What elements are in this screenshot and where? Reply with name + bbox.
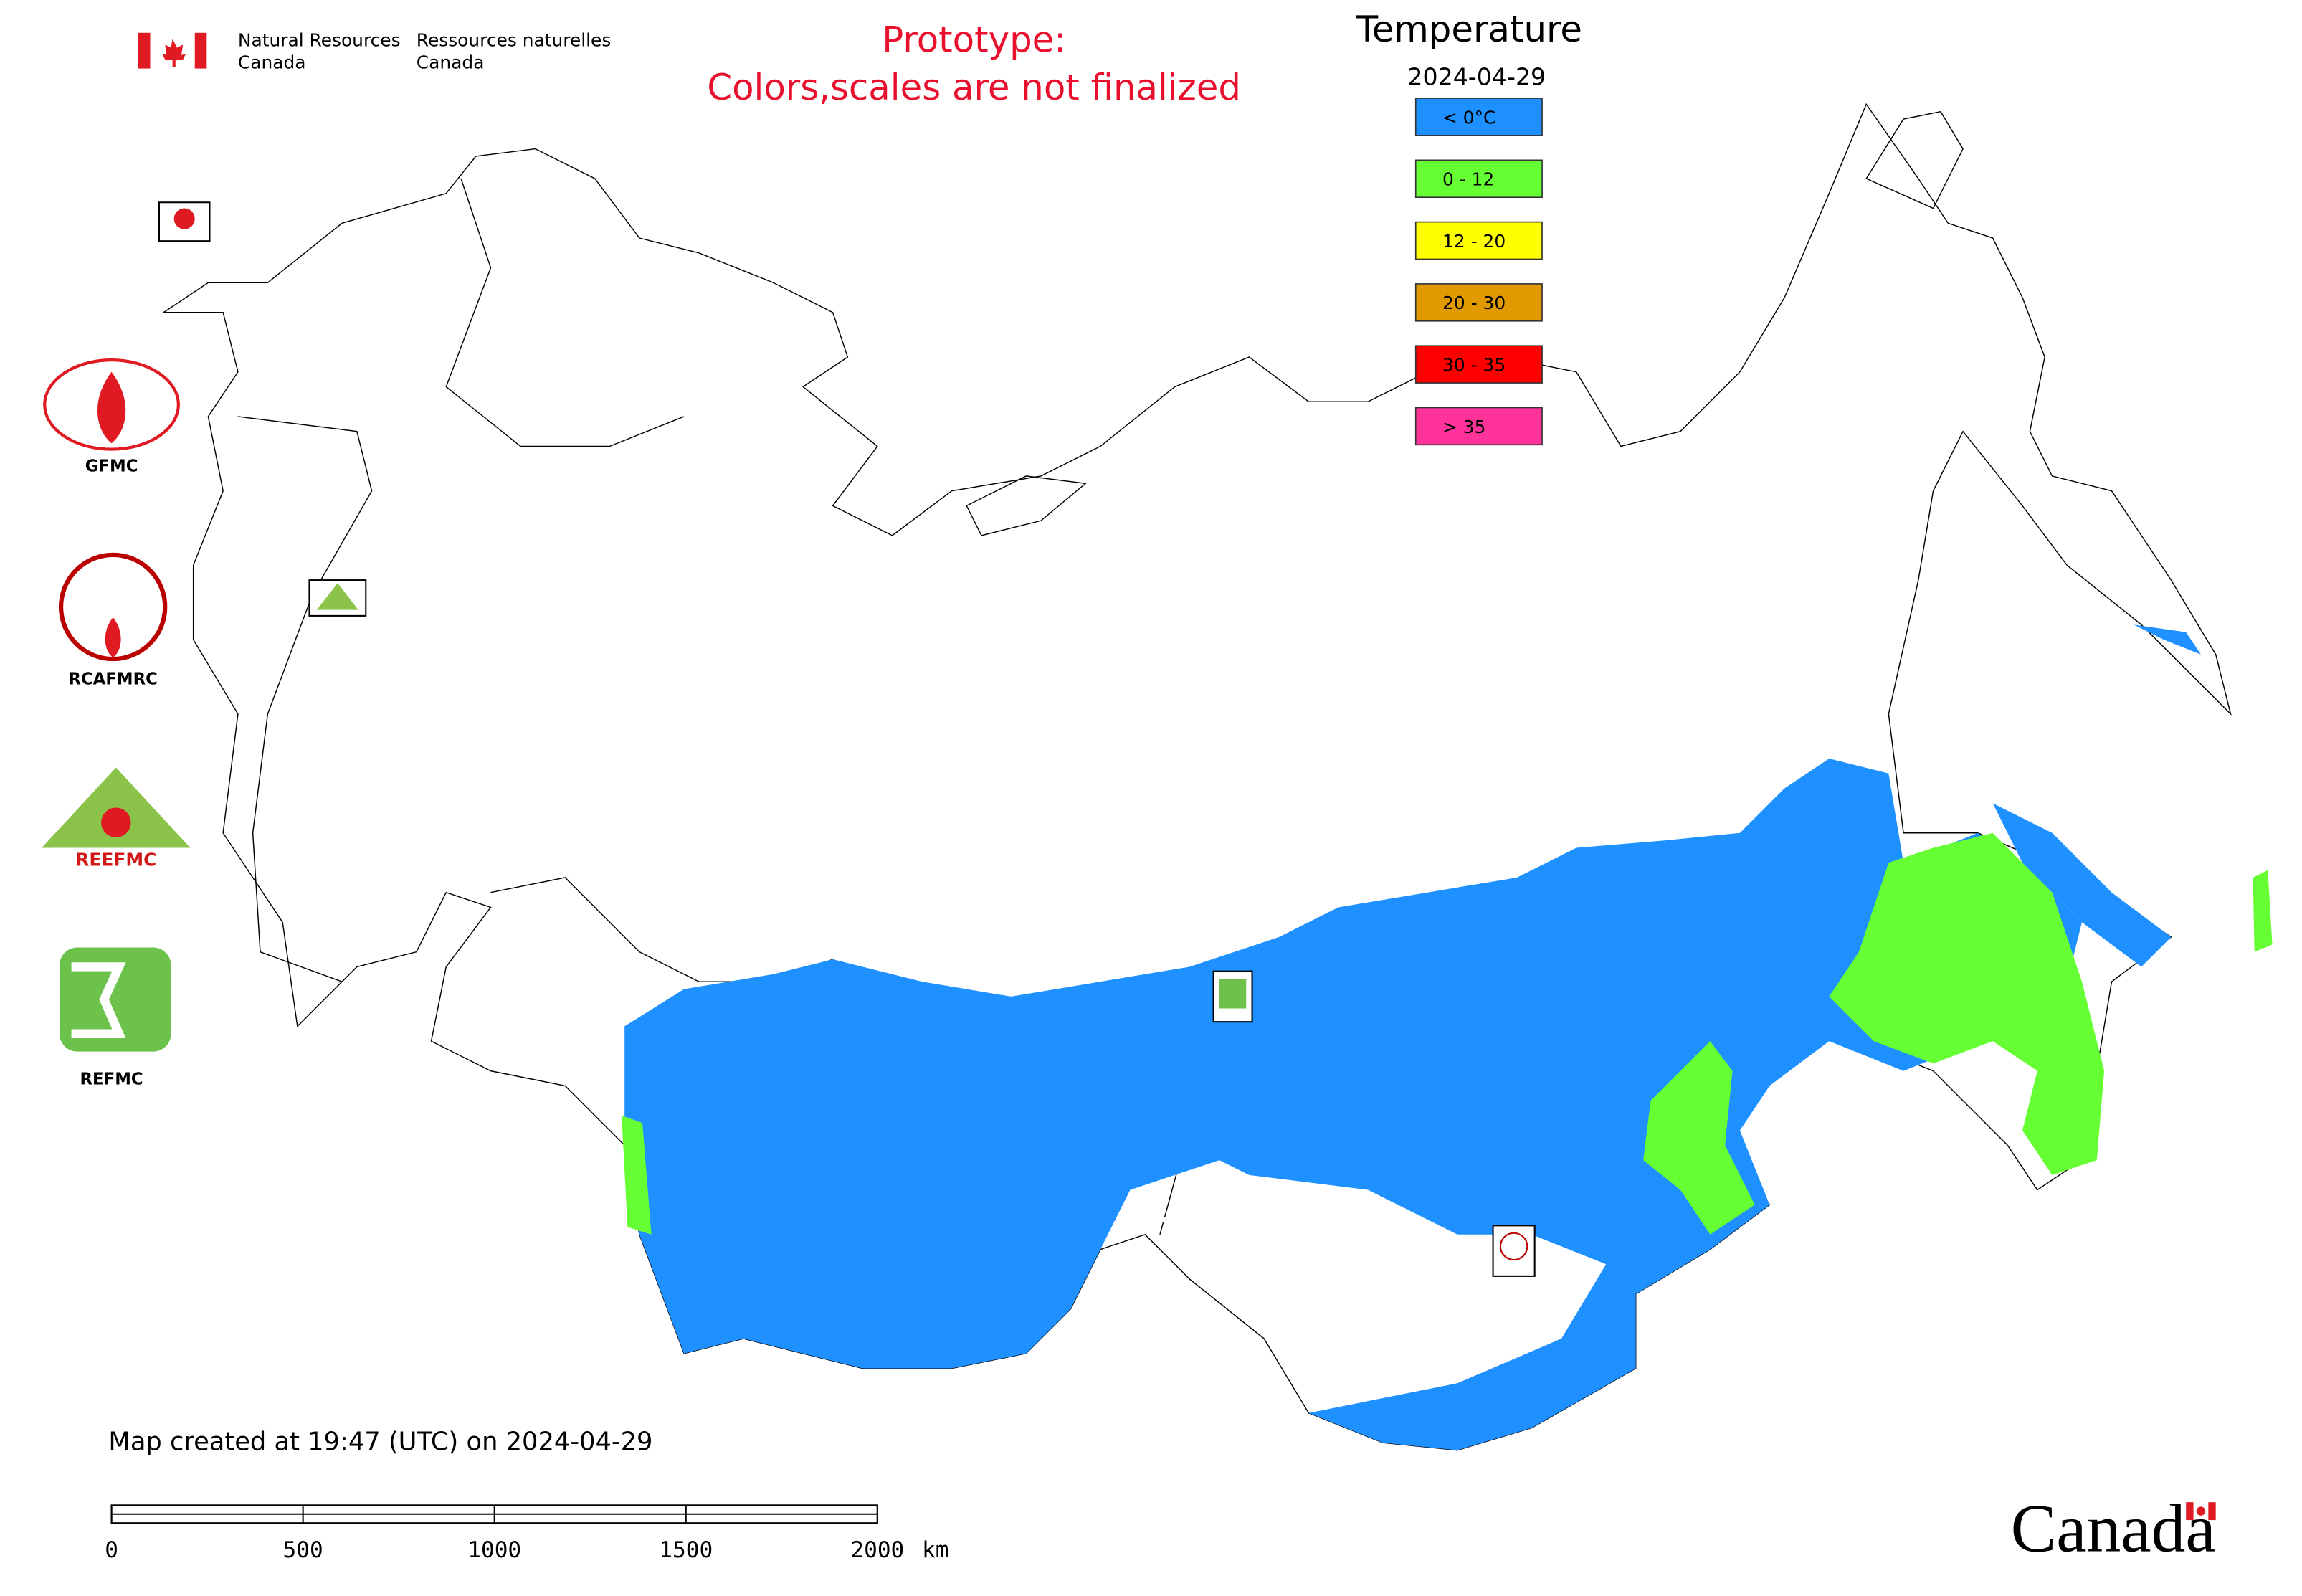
logo-label: REEFMC bbox=[75, 849, 156, 870]
legend-swatch bbox=[1414, 283, 1543, 322]
canada-wordmark: Canada bbox=[2011, 1491, 2216, 1567]
scale-label: 1500 bbox=[659, 1537, 713, 1563]
island bbox=[1865, 110, 1964, 209]
legend: < 0°C 0 - 12 12 - 20 20 - 30 30 - 35 > 35 bbox=[1414, 98, 1543, 446]
logo-flame bbox=[105, 617, 121, 657]
logo-label: GFMC bbox=[85, 457, 138, 476]
wordmark-flag bbox=[2186, 1502, 2194, 1521]
map bbox=[161, 103, 2273, 1451]
legend-swatch bbox=[1414, 98, 1543, 136]
nrcan-signature: Natural Resources Canada Ressources natu… bbox=[138, 29, 612, 73]
org-text: Canada bbox=[417, 52, 485, 73]
org-text: Canada bbox=[238, 52, 306, 73]
logo-flame bbox=[101, 807, 131, 837]
legend-label: 20 - 30 bbox=[1442, 293, 1506, 313]
logo-label: REFMC bbox=[80, 1070, 143, 1088]
wordmark-flag bbox=[2208, 1502, 2216, 1521]
marker-icon bbox=[1219, 979, 1247, 1009]
temp-area bbox=[1643, 1041, 1755, 1235]
marker-icon bbox=[1499, 1232, 1528, 1261]
legend-swatch bbox=[1414, 407, 1543, 446]
island bbox=[966, 475, 1087, 536]
legend-label: < 0°C bbox=[1442, 107, 1495, 128]
map-markers bbox=[158, 201, 1536, 1277]
logo-sigma bbox=[71, 962, 126, 1038]
logos: GFMC RCAFMRC REEFMC REFMC bbox=[42, 358, 191, 1088]
temp-gap bbox=[1159, 1174, 1562, 1346]
logo-gfmc bbox=[43, 358, 180, 451]
scale-label: 500 bbox=[283, 1537, 323, 1563]
marker bbox=[1492, 1225, 1536, 1277]
temp-area bbox=[1992, 803, 2172, 967]
org-text: Natural Resources bbox=[238, 29, 401, 50]
notice: Prototype: bbox=[882, 19, 1066, 61]
marker-icon bbox=[173, 208, 195, 229]
logo-refmc bbox=[59, 947, 171, 1052]
legend-label: 30 - 35 bbox=[1442, 354, 1506, 375]
temp-area bbox=[2253, 870, 2273, 952]
maple-leaf bbox=[162, 39, 186, 67]
temp-area bbox=[2134, 624, 2201, 655]
border bbox=[445, 178, 685, 447]
notice: Colors,scales are not finalized bbox=[707, 67, 1241, 108]
scale-unit: km bbox=[922, 1537, 948, 1563]
legend-label: 0 - 12 bbox=[1442, 169, 1494, 190]
temp-area bbox=[624, 759, 2083, 1450]
country-outline bbox=[161, 103, 2232, 1451]
temp-area bbox=[1829, 832, 2105, 1175]
scale-bar: 0 500 1000 1500 2000 km bbox=[105, 1504, 949, 1563]
legend-swatch bbox=[1414, 221, 1543, 260]
flag-bar bbox=[194, 32, 207, 69]
marker-icon bbox=[316, 583, 358, 610]
legend-label: 12 - 20 bbox=[1442, 231, 1506, 252]
flag-bar bbox=[138, 32, 151, 69]
logo-label: RCAFMRC bbox=[68, 670, 157, 688]
scale-label: 1000 bbox=[467, 1537, 521, 1563]
temp-area bbox=[622, 1115, 652, 1235]
scale-label: 0 bbox=[105, 1537, 118, 1563]
legend-date: 2024-04-29 bbox=[1407, 62, 1546, 90]
legend-swatch bbox=[1414, 159, 1543, 199]
legend-label: > 35 bbox=[1442, 417, 1485, 437]
logo-flame bbox=[97, 371, 126, 444]
logo-rcafmrc bbox=[58, 552, 168, 662]
legend-swatch bbox=[1414, 345, 1543, 384]
wordmark-flag bbox=[2196, 1506, 2206, 1516]
legend-title: Temperature bbox=[1356, 9, 1582, 50]
scale-label: 2000 bbox=[850, 1537, 904, 1563]
created-note: Map created at 19:47 (UTC) on 2024-04-29 bbox=[108, 1428, 652, 1457]
org-text: Ressources naturelles bbox=[417, 29, 612, 50]
border bbox=[237, 416, 373, 982]
